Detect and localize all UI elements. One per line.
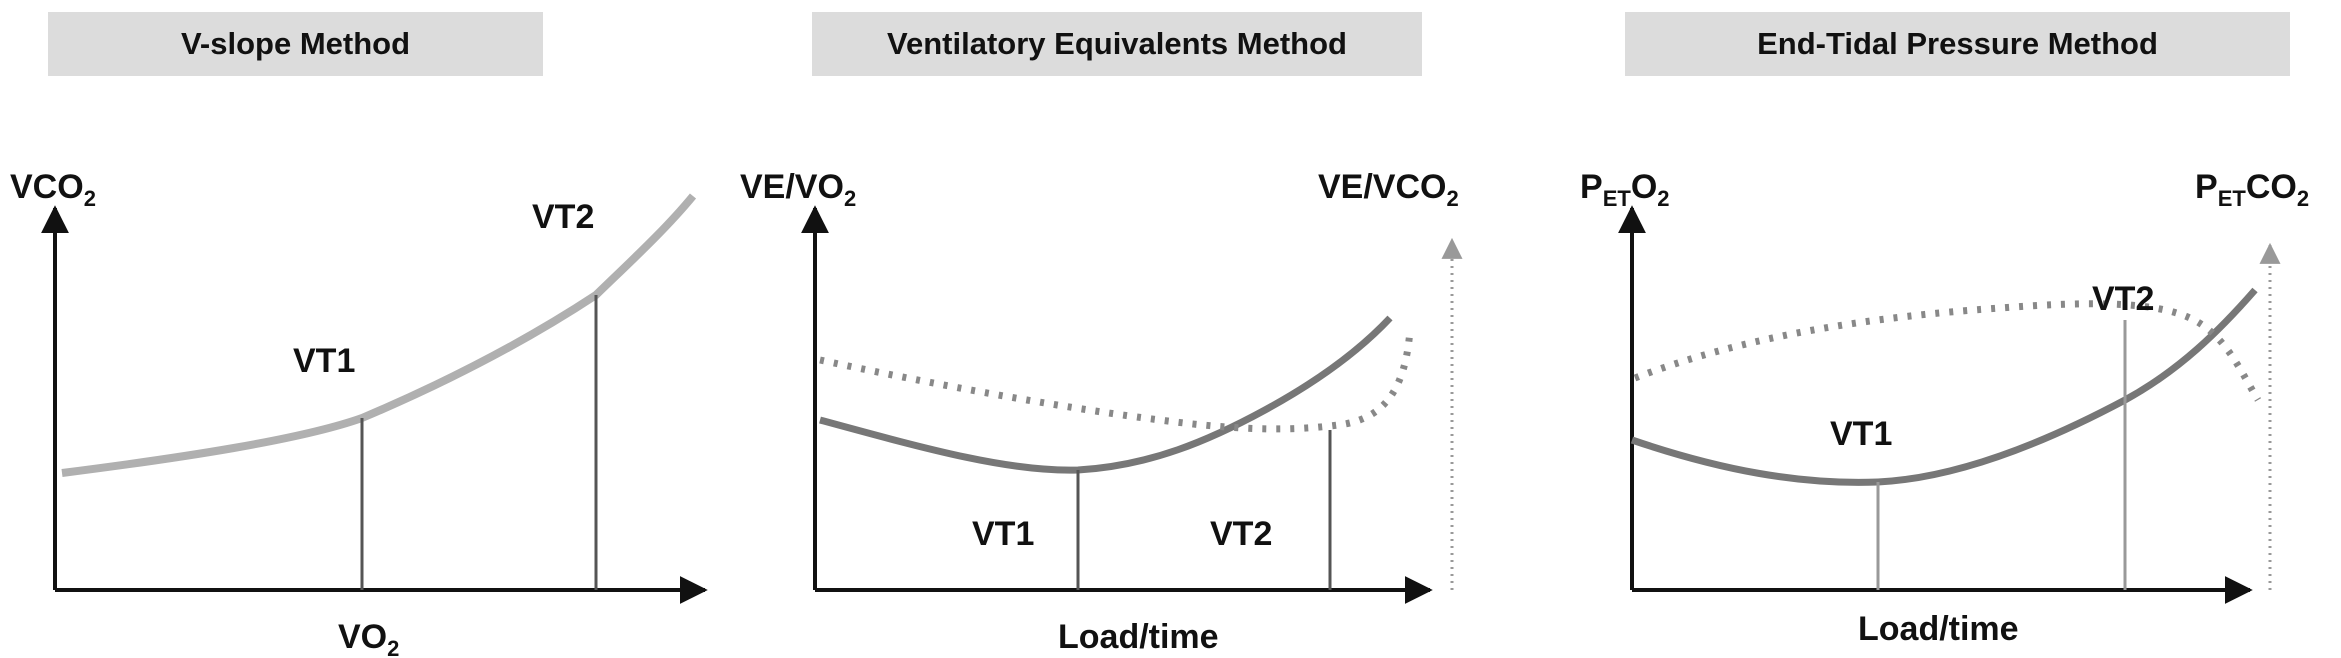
- end-tidal-pressure-panel: PETO2 PETCO2 Load/time VT1 VT2: [1580, 168, 2309, 648]
- et-x-label: Load/time: [1858, 610, 2019, 648]
- ve-vo2-curve: [819, 315, 1393, 474]
- v-slope-title: V-slope Method: [48, 12, 543, 76]
- ve-vco2-curve: [819, 329, 1414, 433]
- v-slope-y-label: VCO2: [10, 168, 96, 211]
- ve-x-label: Load/time: [1058, 618, 1219, 656]
- vt2-label: VT2: [532, 198, 594, 236]
- et-vt1-label: VT1: [1830, 415, 1892, 453]
- vt1-label: VT1: [293, 342, 355, 380]
- v-slope-curve: [61, 193, 697, 477]
- et-vt2-label: VT2: [2092, 280, 2154, 318]
- ventilatory-equivalents-title: Ventilatory Equivalents Method: [812, 12, 1422, 76]
- ventilatory-equivalents-panel: VE/VO2 VE/VCO2 Load/time VT1 VT2: [740, 168, 1463, 656]
- et-po2-label: PETO2: [1580, 168, 1670, 211]
- ve-vt2-label: VT2: [1210, 515, 1272, 553]
- et-pco2-curve: [1633, 300, 2262, 402]
- v-slope-x-label: VO2: [338, 618, 399, 658]
- v-slope-panel: VCO2 VO2 VT1 VT2: [10, 168, 708, 658]
- end-tidal-pressure-title: End-Tidal Pressure Method: [1625, 12, 2290, 76]
- ve-vco2-label: VE/VCO2: [1318, 168, 1459, 211]
- ve-vt1-label: VT1: [972, 515, 1034, 553]
- et-pco2-label: PETCO2: [2195, 168, 2309, 211]
- ve-vo2-label: VE/VO2: [740, 168, 856, 211]
- et-po2-curve: [1630, 287, 2258, 486]
